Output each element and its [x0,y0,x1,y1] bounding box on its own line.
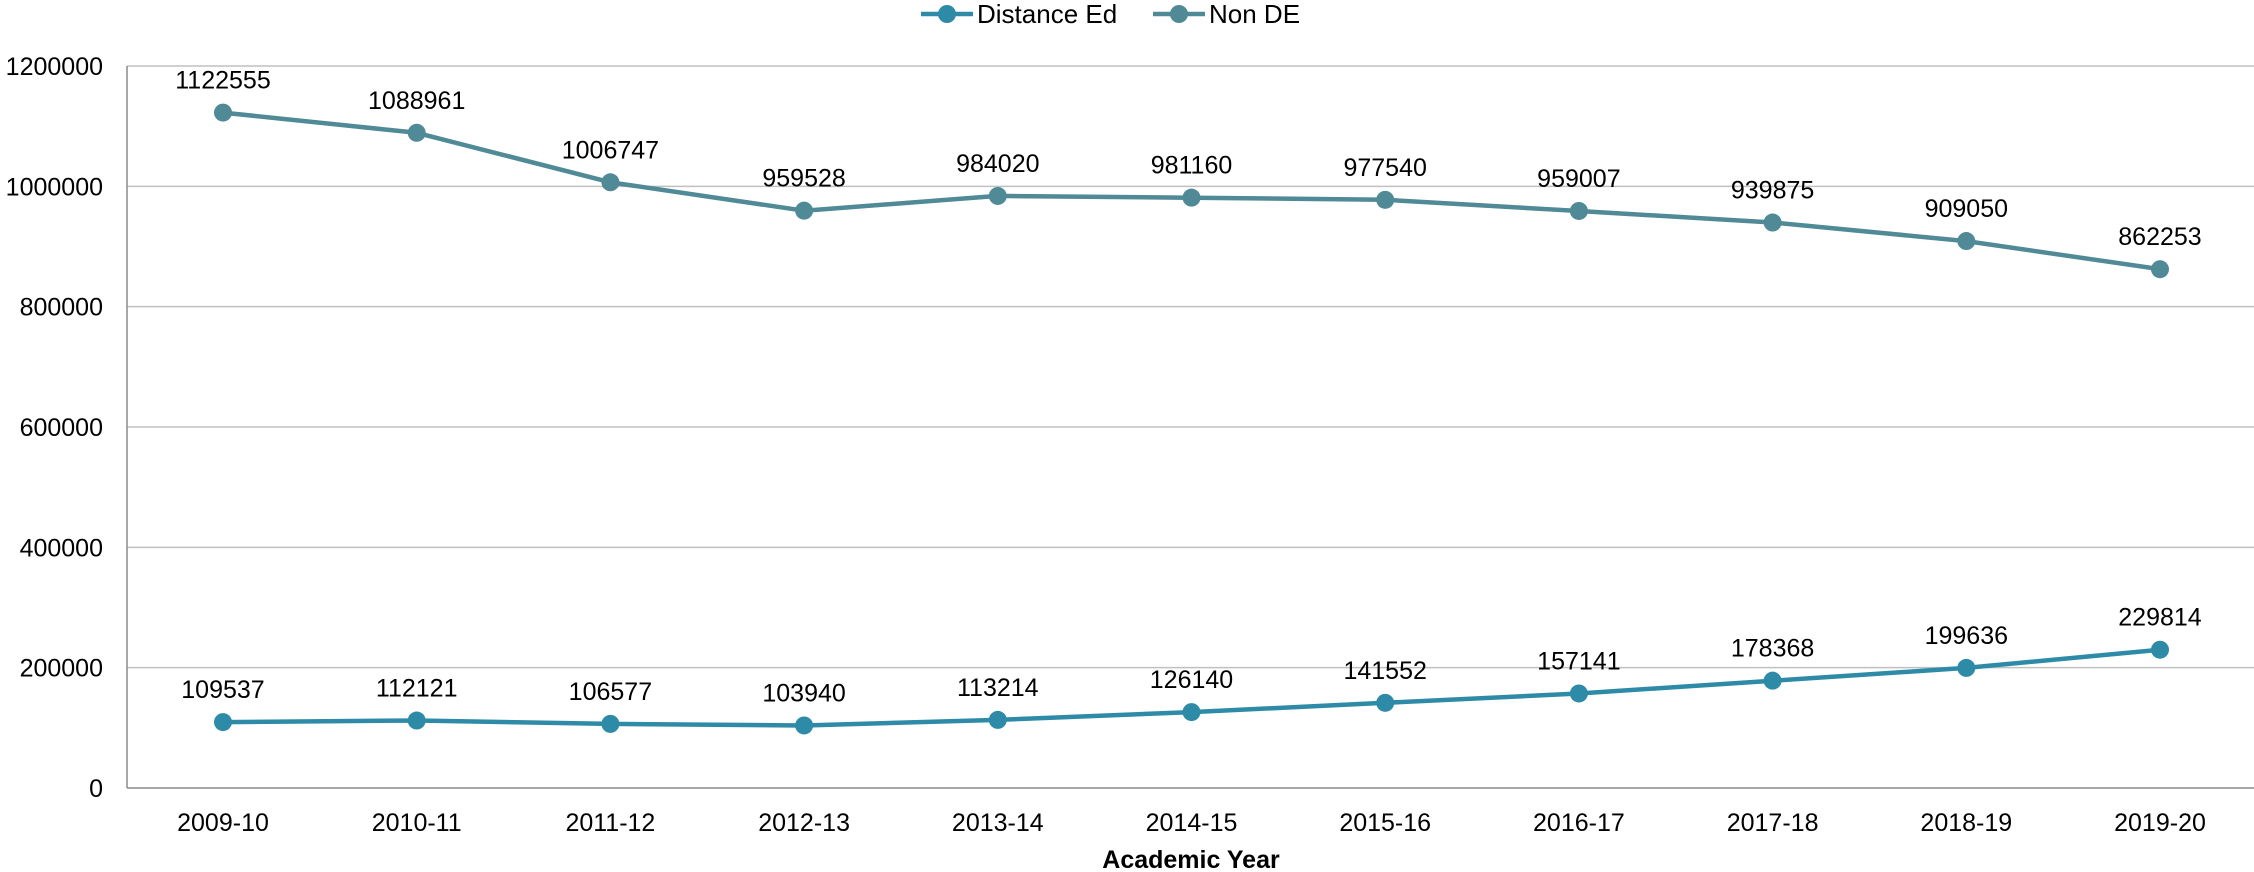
data-label: 113214 [957,674,1039,702]
data-point [601,173,620,192]
x-tick-label: 2012-13 [758,809,850,837]
data-point [407,711,426,730]
data-point [795,201,814,220]
x-axis-title: Academic Year [1102,846,1280,872]
data-point [2151,260,2169,279]
series-non-de: 1122555 1088961 1006747 959528 984020 981160 9… [175,67,2202,279]
data-label: 199636 [1925,622,2008,650]
data-point [1376,190,1395,209]
data-label: 862253 [2118,223,2201,251]
series-group: 109537 112121 106577 103940 113214 126140 1415… [175,67,2202,735]
data-label: 106577 [569,678,652,706]
x-tick-label: 2014-15 [1146,809,1238,837]
data-label: 959007 [1537,165,1620,193]
data-label: 977540 [1343,154,1426,182]
data-label: 178368 [1731,635,1814,663]
y-tick-label: 400000 [20,534,103,562]
data-label: 1006747 [562,136,659,164]
y-tick-label: 200000 [20,655,103,683]
x-tick-label: 2009-10 [177,809,269,837]
y-tick-label: 1200000 [6,53,103,81]
x-tick-label: 2015-16 [1339,809,1431,837]
data-label: 141552 [1343,657,1426,685]
data-point [214,103,232,122]
data-label: 229814 [2118,604,2202,632]
data-label: 1122555 [175,67,270,95]
legend-item: Non DE [1153,0,1300,29]
data-point [795,716,814,735]
data-point [1376,693,1395,712]
data-point [601,714,620,733]
data-point [1569,684,1588,703]
x-tick-label: 2010-11 [372,809,462,837]
x-tick-label: 2018-19 [1920,809,2012,837]
y-tick-label: 1000000 [6,173,103,201]
data-label: 959528 [762,165,845,193]
y-tick-labels: 0 200000 400000 600000 800000 1000000 1200000 [6,53,103,803]
data-point [988,710,1007,729]
data-label: 109537 [181,676,264,704]
x-tick-label: 2013-14 [952,809,1044,837]
legend-marker [1170,5,1188,23]
legend-marker [938,5,956,23]
data-label: 981160 [1151,152,1233,180]
y-tick-label: 800000 [20,294,103,322]
legend-label: Non DE [1209,0,1300,29]
data-point [1182,703,1201,722]
data-label: 984020 [956,150,1039,178]
data-point [1763,213,1782,232]
x-tick-label: 2016-17 [1533,809,1625,837]
data-label: 1088961 [368,87,465,115]
data-point [1957,232,1976,251]
data-point [988,186,1007,205]
series-distance-ed: 109537 112121 106577 103940 113214 126140 1415… [181,604,2202,735]
data-label: 157141 [1537,647,1620,675]
legend: Distance Ed Non DE [921,0,1300,29]
legend-item: Distance Ed [921,0,1117,29]
data-point [407,123,426,142]
x-tick-label: 2017-18 [1727,809,1819,837]
data-point [1957,658,1976,677]
data-label: 909050 [1925,195,2008,223]
data-label: 939875 [1731,177,1814,205]
gridlines [127,65,2254,669]
y-tick-label: 0 [89,775,103,803]
data-label: 126140 [1150,666,1233,694]
y-tick-label: 600000 [20,414,103,442]
data-point [1182,188,1201,207]
data-label: 103940 [762,679,845,707]
data-point [1569,201,1588,220]
data-point [2151,640,2169,659]
axes [126,66,2254,789]
x-tick-labels: 2009-10 2010-11 2011-12 2012-13 2013-14 2014-… [177,809,2206,837]
data-point [214,713,232,732]
x-tick-label: 2011-12 [565,809,655,837]
data-label: 112121 [376,675,458,703]
data-point [1763,671,1782,690]
legend-label: Distance Ed [977,0,1117,29]
x-tick-label: 2019-20 [2114,809,2206,837]
